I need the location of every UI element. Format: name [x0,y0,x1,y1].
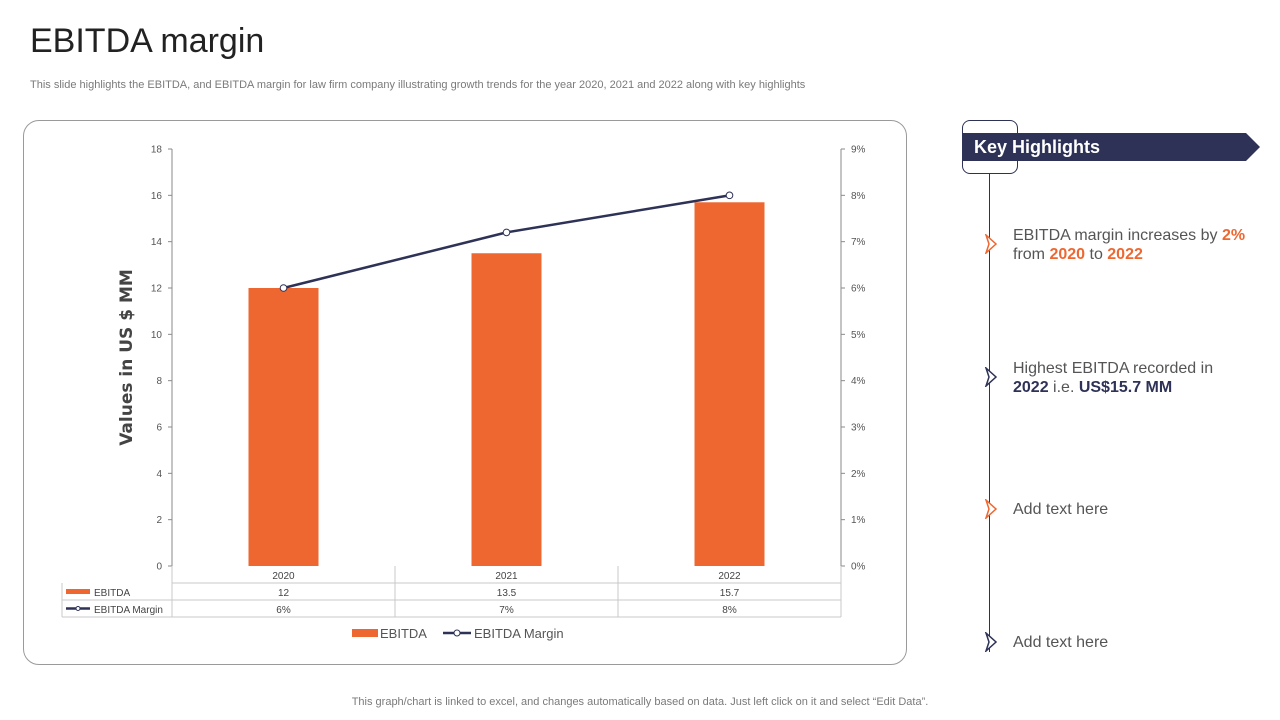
table-row-header-ebitda: EBITDA [94,588,130,599]
highlight-1-text-a: EBITDA margin increases by [1013,227,1222,244]
point-ebitda-margin-2021 [502,228,511,237]
y-tick-label: 2 [156,515,162,526]
legend-key-margin-point [453,629,461,637]
table-key-margin-point [75,606,81,611]
bar-ebitda-2020 [248,288,319,566]
legend-key-ebitda [352,629,378,637]
x-tick-label: 2020 [272,571,295,582]
bar-ebitda-2021 [471,253,542,566]
highlight-item-4[interactable]: Add text here [1013,634,1109,651]
point-ebitda-margin-2020 [279,284,288,292]
highlights-banner: Key Highlights [962,133,1260,161]
ebitda-chart[interactable]: 0 2 4 6 8 10 12 14 16 18 0% 1% 2% 3% 4% 5% 6% 7% 8% 9% Value… [24,121,908,666]
table-key-ebitda [66,589,90,594]
table-cell-margin: 7% [499,605,514,616]
bar-ebitda-2022 [694,202,765,566]
highlight-2-year: 2022 [1013,379,1049,396]
timeline-line [989,174,990,652]
chart-card[interactable]: 0 2 4 6 8 10 12 14 16 18 0% 1% 2% 3% 4% 5% 6% 7% 8% 9% Value… [23,120,907,665]
table-cell-ebitda: 13.5 [497,588,517,599]
chevron-right-icon [984,234,998,254]
chevron-right-icon [984,632,998,652]
y2-tick-label: 9% [851,145,866,156]
page-title: EBITDA margin [30,22,265,60]
highlight-2-text-a: Highest EBITDA recorded in [1013,360,1214,377]
y-tick-label: 8 [156,376,162,387]
y2-tick-label: 0% [851,562,866,573]
highlight-2-value: US$15.7 MM [1078,379,1173,396]
y-tick-label: 12 [151,284,163,295]
x-tick-label: 2022 [718,571,741,582]
y-tick-label: 18 [151,145,163,156]
highlight-item-1: EBITDA margin increases by 2% from 2020 … [1013,226,1253,264]
y-tick-label: 10 [151,330,163,341]
x-tick-label: 2021 [495,571,518,582]
highlight-1-year-end: 2022 [1107,246,1143,263]
y2-tick-label: 8% [851,191,866,202]
y2-tick-label: 3% [851,423,866,434]
y2-tick-label: 2% [851,469,866,480]
highlight-item-2: Highest EBITDA recorded in 2022 i.e. US$… [1013,359,1253,397]
y-tick-label: 6 [156,423,162,434]
y2-tick-label: 5% [851,330,866,341]
highlights-title: Key Highlights [974,137,1101,157]
page-subtitle: This slide highlights the EBITDA, and EB… [30,79,806,91]
highlight-1-text-b: from [1013,246,1050,263]
y-tick-label: 16 [151,191,163,202]
highlight-1-text-c: to [1085,246,1108,263]
highlight-1-percent: 2% [1221,227,1246,244]
highlight-1-year-start: 2020 [1049,246,1086,263]
footer-note: This graph/chart is linked to excel, and… [351,696,929,708]
y2-tick-label: 1% [851,515,866,526]
banner-arrow-shape [962,133,1260,161]
y-tick-label: 14 [151,237,163,248]
table-cell-ebitda: 12 [278,588,290,599]
table-cell-margin: 8% [722,605,737,616]
table-cell-margin: 6% [276,605,291,616]
table-row-header-margin: EBITDA Margin [94,605,163,616]
y2-tick-label: 6% [851,284,866,295]
highlight-2-text-b: i.e. [1048,379,1079,396]
chevron-right-icon [984,367,998,387]
y2-tick-label: 7% [851,237,866,248]
legend-label-margin: EBITDA Margin [474,626,564,641]
highlight-item-3[interactable]: Add text here [1013,501,1109,518]
y-tick-label: 0 [156,562,162,573]
legend-label-ebitda: EBITDA [380,626,427,641]
y2-tick-label: 4% [851,376,866,387]
y-axis-title: Values in US $ MM [117,269,137,446]
table-cell-ebitda: 15.7 [720,588,740,599]
chevron-right-icon [984,499,998,519]
y-tick-label: 4 [156,469,162,480]
point-ebitda-margin-2022 [725,191,734,200]
